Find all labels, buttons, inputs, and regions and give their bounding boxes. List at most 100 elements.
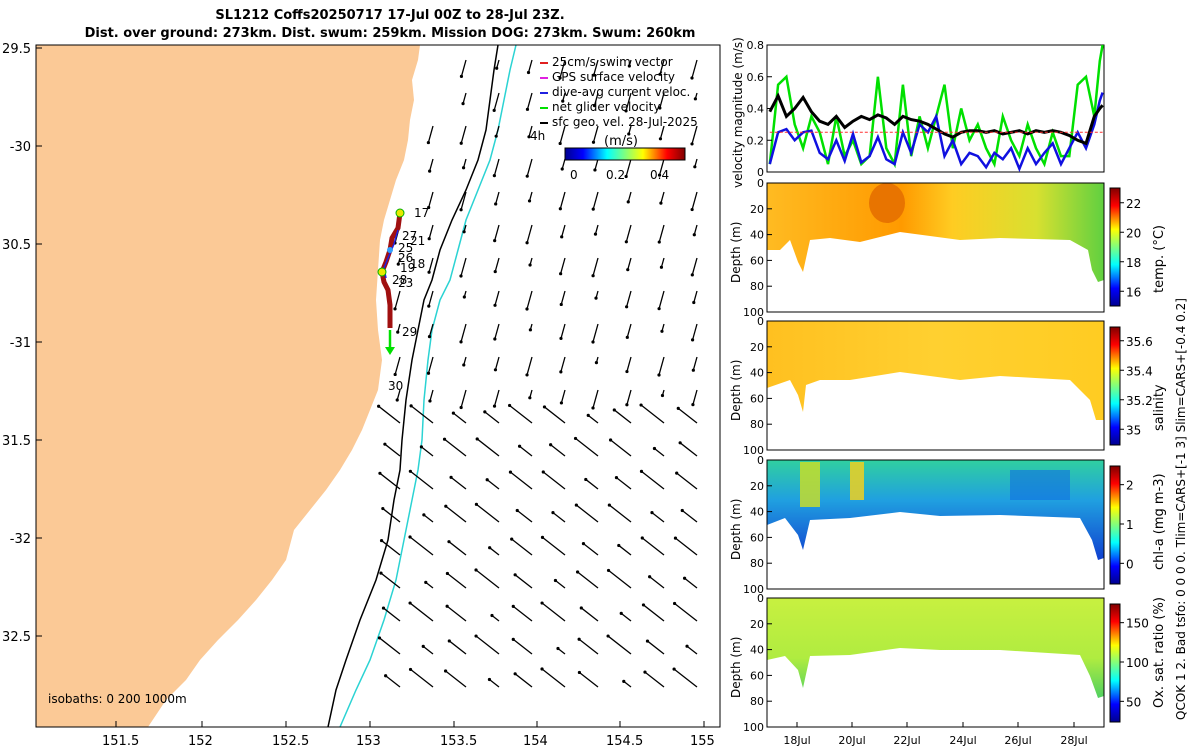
depth-tick-label: 80 [750,418,764,431]
velocity-arrow-head [678,441,682,445]
depth-tick-label: 60 [750,531,764,544]
velocity-arrow [409,470,434,490]
velocity-arrow-head [459,340,463,344]
velocity-axes [766,44,1105,173]
velocity-arrow [627,257,632,270]
velocity-arrow-head [658,137,663,141]
velocity-arrow [423,514,434,523]
velocity-arrow [460,59,467,77]
velocity-arrow-head [379,538,384,543]
day-label: 19 [400,261,415,275]
velocity-arrow-head [513,672,517,676]
velocity-arrow [444,438,467,457]
lon-tick-label: 153 [356,734,381,749]
velocity-arrow [593,59,599,76]
velocity-arrow-head [511,604,515,608]
velocity-arrow-head [626,268,630,272]
date-tick-label: 18Jul [783,734,810,747]
salinity-colorbar [1109,326,1121,446]
colorbar-label: salinity [1152,384,1167,431]
lon-tick-label: 154 [523,734,548,749]
velocity-arrow-head [592,73,596,77]
map-legend: 25cm/s swim vector GPS surface velocity … [530,55,698,143]
velocity-arrow [649,576,665,589]
velocity-arrow [380,572,401,589]
depth-tick-label: 100 [743,721,764,734]
velocity-arrow-head [381,606,386,610]
depth-tick-label: 20 [750,480,764,493]
velocity-arrow [409,602,434,622]
velocity-arrow [516,509,533,523]
colorbar-tick-label: 35.6 [1126,335,1153,349]
velocity-arrow [542,536,566,556]
velocity-arrow-head [625,335,629,339]
velocity-arrow-head [540,601,544,605]
velocity-arrow [495,125,500,137]
velocity-arrow-head [475,437,479,441]
velocity-arrow-head [592,104,597,108]
velocity-arrow [616,477,632,490]
velocity-arrow-head [493,368,498,372]
velocity-arrow-head [513,573,517,577]
velocity-arrow [560,389,566,404]
velocity-arrow-head [639,469,644,473]
day-label: 23 [398,276,413,290]
velocity-arrow-head [660,329,664,333]
velocity-arrow-head [691,368,695,372]
date-tick-label: 28Jul [1060,734,1087,747]
colorbar-tick-label: 1 [1126,518,1134,532]
velocity-arrow-head [527,135,531,139]
velocity-arrow [580,607,599,622]
velocity-arrow-head [492,404,497,408]
depth-tick-label: 80 [750,695,764,708]
velocity-arrow [559,125,566,144]
temperature-panel [766,182,1121,313]
velocity-arrow [445,505,467,523]
velocity-arrow [379,472,401,490]
velocity-arrow [460,125,467,144]
lon-tick-label: 154.5 [606,734,643,749]
qc-side-label: QCOK 1 2. Bad tsfo: 0 0 0 0. Tlim=CARS+[… [1174,298,1188,720]
velocity-ylabel: velocity magnitude (m/s) [731,37,745,188]
velocity-arrow-head [393,372,397,377]
velocity-arrow [679,442,698,457]
velocity-arrow-head [561,99,565,103]
velocity-arrow-head [558,207,562,211]
velocity-arrow-head [591,274,595,278]
velocity-arrow [460,257,467,277]
velocity-arrow-head [424,580,428,584]
velocity-arrow [428,257,434,273]
velocity-arrow [559,59,566,79]
velocity-arrow [560,323,566,339]
velocity-arrow-head [612,408,616,412]
velocity-arrow-head [445,604,449,608]
date-tick-label: 22Jul [893,734,920,747]
velocity-arrow-head [408,469,412,473]
velocity-arrow-head [447,639,451,643]
colorbar-label: Ox. sat. ratio (%) [1152,597,1167,708]
velocity-arrow-head [559,401,564,405]
velocity-arrow-head [474,634,478,638]
velocity-arrow-head [624,240,628,244]
velocity-arrow-head [591,207,595,211]
velocity-arrow-head [451,411,455,415]
velocity-arrow [626,323,632,338]
velocity-arrow [651,512,665,523]
velocity-arrow [448,640,467,655]
day-label: 18 [410,257,425,271]
lat-tick-label: 29.5 [2,42,31,57]
depth-tick-label: 100 [743,444,764,457]
velocity-arrow-head [462,363,466,367]
velocity-arrow [674,602,698,622]
velocity-arrow [626,389,632,405]
depth-tick-label: 60 [750,669,764,682]
velocity-arrow [460,191,467,210]
velocity-arrow-head [459,208,463,212]
velocity-arrow [428,191,434,208]
velocity-arrow [428,290,434,307]
velocity-arrow-head [624,174,628,179]
velocity-series [768,44,1104,173]
velocity-arrow [428,224,434,239]
velocity-arrow [613,409,632,424]
